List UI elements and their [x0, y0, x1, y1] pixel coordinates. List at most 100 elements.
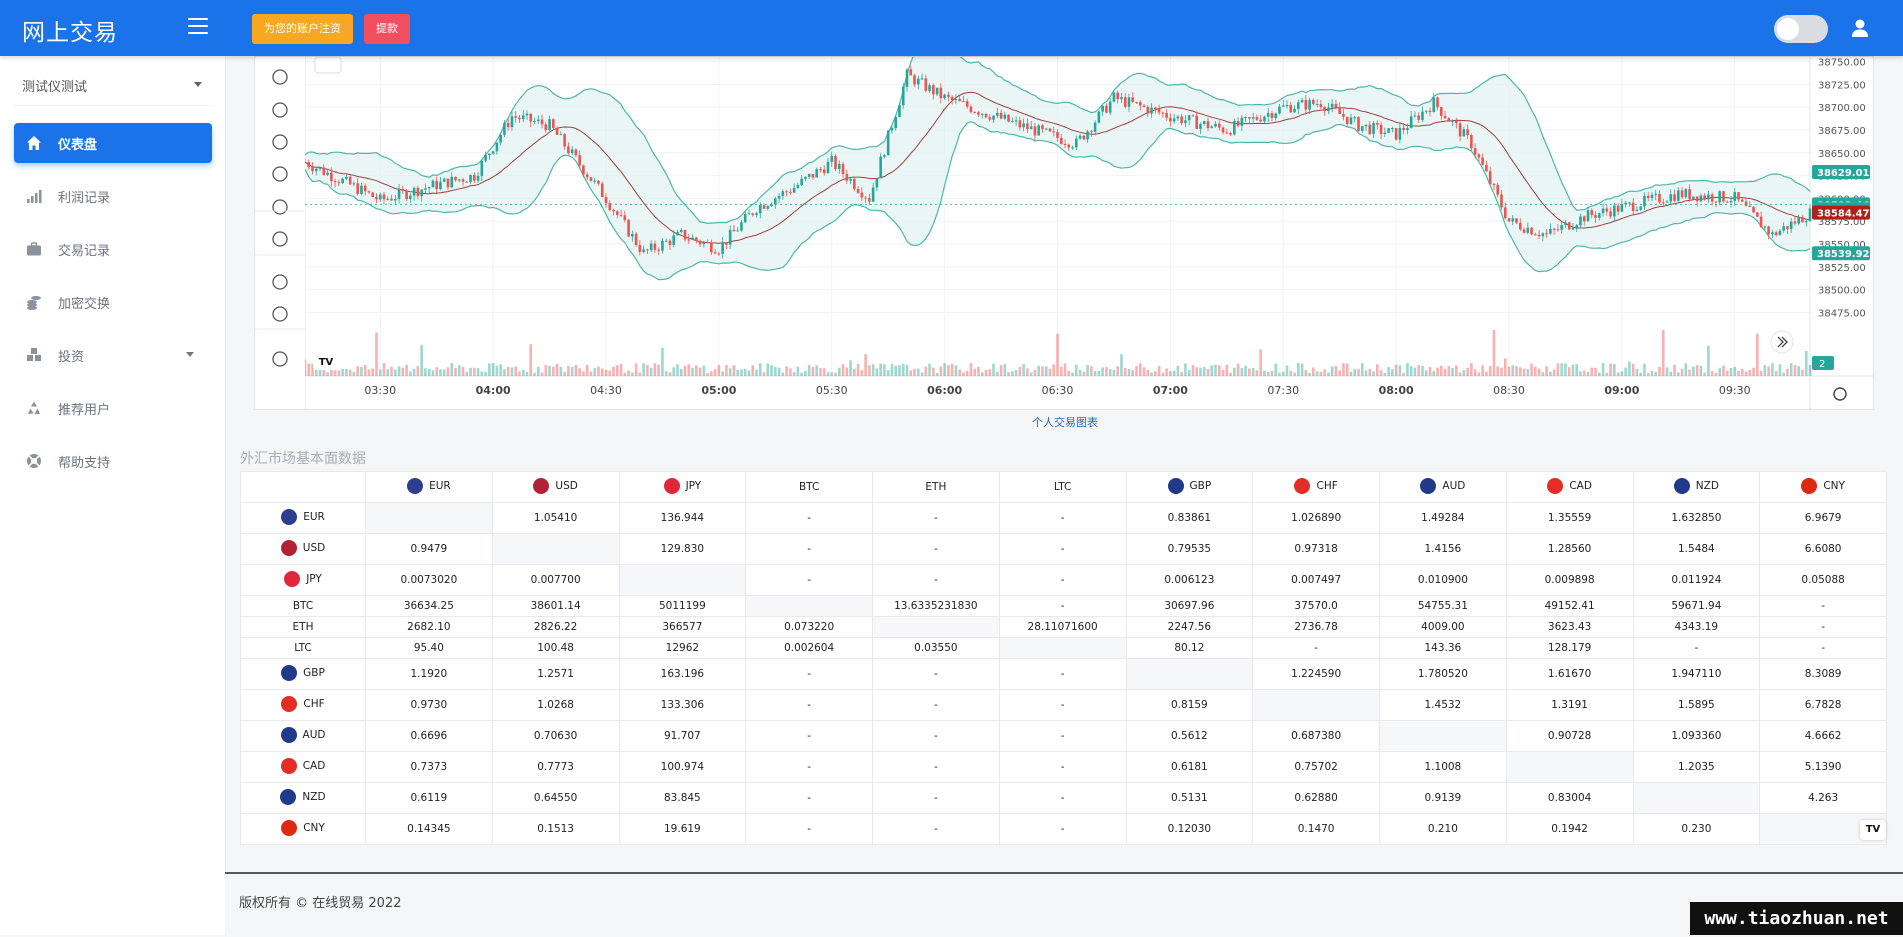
sidebar-item-dashboard[interactable]: 仪表盘	[14, 123, 212, 163]
sidebar-item-referrals[interactable]: 推荐用户	[14, 388, 212, 428]
candle-body	[774, 198, 777, 205]
candle-body	[1323, 107, 1326, 112]
candle-body	[713, 252, 717, 254]
ruler-icon[interactable]	[268, 270, 292, 294]
price-axis-label: 38700.00	[1818, 103, 1866, 114]
rate-cell	[998, 637, 1127, 659]
currency-header-cad: CAD	[240, 751, 366, 783]
rate-cell	[1252, 689, 1380, 721]
currency-header-aud: AUD	[240, 720, 366, 752]
volume-bar	[702, 365, 706, 376]
trading-chart[interactable]: 38750.00 38725.00 38700.00 38675.00 38650.00…	[254, 56, 1874, 410]
candle-body	[1515, 218, 1518, 223]
rate-cell: 0.687380	[1252, 720, 1380, 752]
brand-logo-text[interactable]: 网上交易	[22, 20, 118, 46]
volume-bar	[1808, 364, 1812, 376]
candle-body	[499, 134, 502, 143]
sidebar-item-profit-records[interactable]: 利润记录	[14, 176, 212, 216]
fund-account-button[interactable]: 为您的账户注资	[252, 14, 353, 44]
candle-body	[1658, 193, 1661, 203]
table-row: CHF 0.9730 1.0268 133.306- - -0.8159 1.4532 1.3…	[240, 689, 1887, 721]
personal-trading-chart-link[interactable]: 个人交易图表	[1032, 416, 1098, 429]
candle-body	[916, 78, 920, 85]
time-axis-label: 09:30	[1719, 384, 1751, 397]
tradingview-logo-icon[interactable]: TV	[1860, 820, 1886, 840]
candle-body	[698, 240, 702, 245]
volume-bar	[1485, 371, 1488, 376]
volume-bar	[1108, 369, 1112, 376]
sidebar-item-crypto-exchange[interactable]: 加密交换	[14, 282, 212, 322]
volume-bar	[1229, 372, 1232, 376]
candle-body	[755, 213, 758, 215]
candle-body	[815, 169, 818, 178]
currency-code: LTC	[1053, 481, 1072, 493]
zoom-icon[interactable]	[268, 302, 292, 326]
volume-bar	[1289, 370, 1293, 376]
candle-body	[924, 78, 928, 91]
sidebar-item-help-support[interactable]: 帮助支持	[14, 441, 212, 481]
emoji-icon[interactable]	[268, 227, 292, 251]
candle-body	[405, 190, 408, 200]
volume-bar	[1616, 372, 1620, 376]
candle-body	[1759, 216, 1763, 228]
user-dropdown[interactable]: 测试仪测试	[22, 76, 202, 95]
volume-bar	[1624, 367, 1627, 376]
volume-bar	[1669, 371, 1673, 376]
lines-icon[interactable]	[268, 65, 292, 89]
candle-body	[932, 85, 935, 95]
volume-bar	[1556, 363, 1560, 376]
volume-bar	[1646, 372, 1650, 376]
pattern-icon[interactable]	[268, 162, 292, 186]
magnet-icon[interactable]	[268, 347, 292, 371]
candle-body	[721, 242, 724, 254]
candle-body	[1492, 183, 1496, 185]
volume-bar	[1575, 364, 1579, 376]
candlestick-chart-canvas[interactable]: 38750.00 38725.00 38700.00 38675.00 38650.00…	[255, 57, 1873, 409]
candle-body	[570, 149, 574, 154]
candle-body	[822, 169, 826, 174]
volume-bar	[758, 363, 762, 376]
volume-bar	[495, 366, 499, 376]
usd-flag-icon	[533, 477, 550, 494]
user-icon[interactable]	[1850, 18, 1870, 38]
volume-bar	[427, 368, 431, 376]
volume-bar	[431, 370, 435, 376]
volume-bar	[1059, 366, 1063, 376]
candle-body	[1142, 105, 1146, 107]
rate-cell: -	[745, 533, 873, 565]
volume-bar	[1643, 363, 1646, 376]
volume-bar	[1699, 365, 1703, 376]
volume-bar	[672, 367, 676, 376]
candle-body	[905, 69, 909, 87]
sidebar-item-investment[interactable]: 投资	[14, 335, 212, 375]
candle-body	[604, 197, 608, 204]
candle-body	[1771, 232, 1774, 235]
candle-body	[1018, 120, 1022, 128]
hamburger-menu-icon[interactable]	[188, 18, 208, 34]
candle-body	[1451, 120, 1454, 122]
text-tool-icon[interactable]	[268, 130, 292, 154]
candle-body	[623, 215, 627, 221]
volume-bar	[1778, 364, 1782, 376]
volume-bar	[1387, 366, 1390, 376]
candle-body	[1518, 222, 1522, 230]
sidebar-item-trade-records[interactable]: 交易记录	[14, 229, 212, 269]
volume-bar	[585, 364, 589, 376]
candle-body	[1428, 110, 1432, 113]
candle-body	[996, 112, 999, 116]
brush-icon[interactable]	[268, 98, 292, 122]
volume-bar	[1515, 366, 1518, 376]
volume-bar	[394, 369, 397, 376]
volume-bar	[1500, 367, 1503, 376]
forecast-icon[interactable]	[268, 195, 292, 219]
volume-bar	[533, 372, 536, 376]
theme-toggle[interactable]	[1774, 15, 1828, 43]
price-tag-box	[1812, 205, 1870, 220]
withdraw-button[interactable]: 提款	[364, 14, 410, 44]
briefcase-icon	[27, 242, 41, 256]
volume-bar	[1105, 366, 1108, 376]
candle-body	[1530, 227, 1533, 235]
rate-cell: 0.79535	[1125, 533, 1254, 565]
candle-body	[653, 243, 657, 250]
rate-cell: 0.7773	[491, 751, 620, 783]
